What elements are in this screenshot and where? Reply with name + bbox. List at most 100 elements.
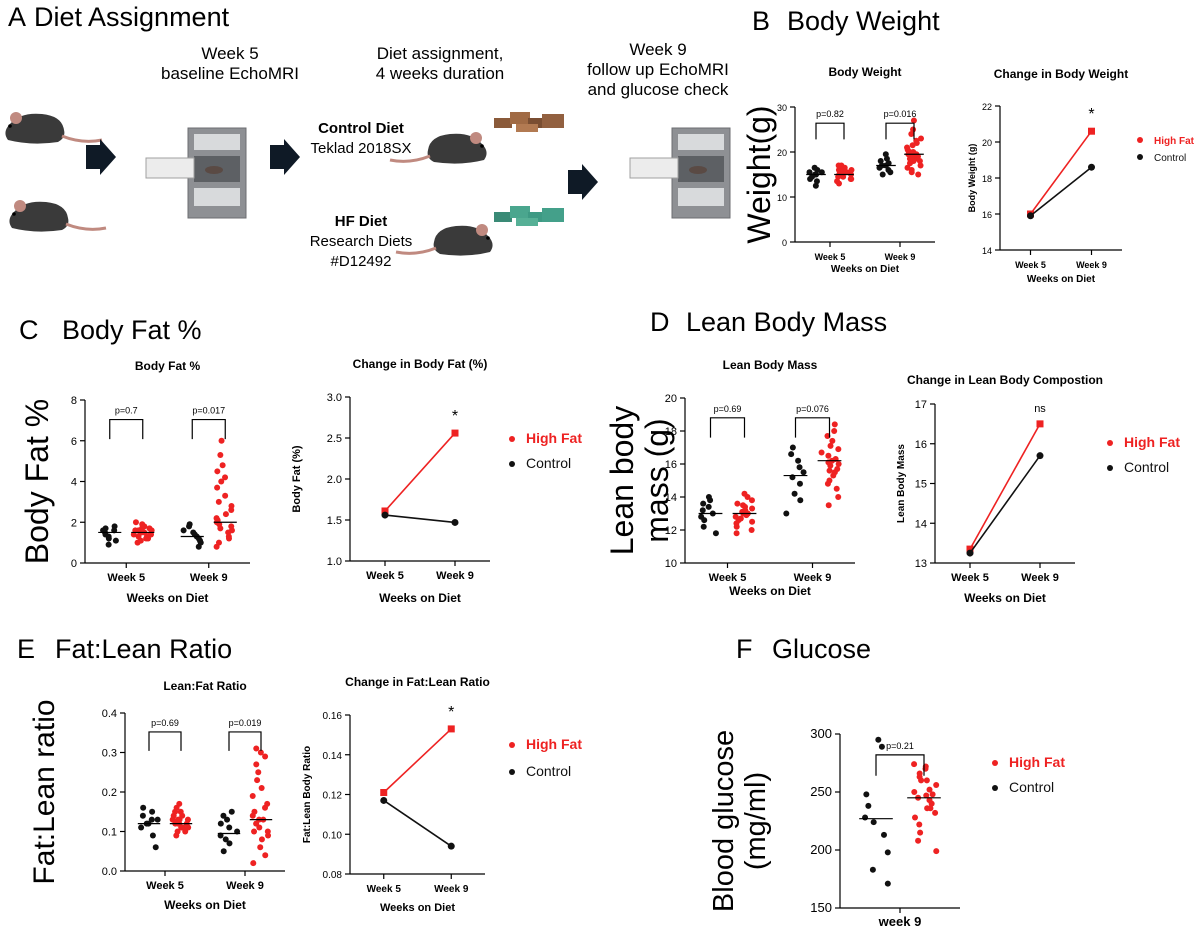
- x-tick-label: Week 5: [951, 572, 989, 584]
- y-tick-label: 22: [982, 102, 992, 112]
- high-fat-point: [222, 511, 229, 518]
- legend-high-fat-marker: [509, 742, 515, 748]
- chart-title: Change in Body Fat (%): [353, 357, 488, 371]
- y-tick-label: 0.1: [102, 827, 117, 839]
- high-fat-point: [255, 769, 262, 776]
- y-tick-label: 2: [71, 517, 77, 529]
- legend-control-label: Control: [1124, 459, 1169, 475]
- x-axis-label: Weeks on Diet: [964, 591, 1046, 605]
- step2-line2: 4 weeks duration: [375, 64, 505, 83]
- chart-title: Lean:Fat Ratio: [163, 679, 246, 693]
- panel-title-f: Glucose: [772, 634, 872, 664]
- x-tick-label: Week 9: [794, 572, 832, 584]
- x-tick-label: Week 9: [434, 884, 469, 895]
- y-tick-label: 10: [665, 558, 677, 570]
- control-point: [877, 158, 884, 164]
- control-point: [884, 880, 891, 887]
- panel-letter-b: B: [752, 6, 771, 36]
- significance-bracket: [875, 754, 925, 776]
- control-point: [220, 848, 227, 855]
- y-tick-label: 2.5: [327, 433, 342, 445]
- control-point: [380, 796, 388, 804]
- high-fat-point: [835, 461, 842, 467]
- step2-caption: Diet assignment, 4 weeks duration: [340, 44, 540, 84]
- y-tick-label: 200: [810, 842, 832, 857]
- high-fat-series-line: [384, 432, 456, 512]
- control-point: [885, 167, 892, 173]
- x-tick-label: Week 5: [1015, 260, 1046, 270]
- control-point: [447, 842, 455, 850]
- control-point: [700, 523, 707, 530]
- high-fat-point: [258, 785, 265, 792]
- control-series-line: [1030, 166, 1092, 217]
- y-tick-label: 0.0: [102, 866, 117, 878]
- legend-high-fat-marker: [1137, 137, 1143, 143]
- significance-bracket: [148, 731, 182, 751]
- control-diet-caption: Control Diet Teklad 2018SX: [296, 119, 426, 159]
- p-value-label: p=0.017: [192, 406, 225, 416]
- high-fat-series-line: [969, 423, 1041, 550]
- high-fat-point: [911, 761, 918, 768]
- control-point: [186, 521, 193, 528]
- x-axis-label: Weeks on Diet: [164, 898, 246, 912]
- high-fat-point: [258, 836, 265, 843]
- panel-title-e: Fat:Lean Ratio: [55, 634, 233, 664]
- y-tick-label: 2.0: [327, 474, 342, 486]
- chart-title: Change in Lean Body Compostion: [907, 373, 1103, 387]
- y-tick-label: 16: [982, 210, 992, 220]
- high-fat-point: [264, 800, 271, 807]
- control-point: [862, 814, 869, 821]
- x-axis-label: Weeks on Diet: [729, 584, 811, 598]
- chart-title: Change in Body Weight: [994, 67, 1128, 81]
- y-tick-label: 14: [665, 492, 677, 504]
- control-point: [705, 494, 712, 500]
- y-axis-label: Lean Body Mass: [896, 444, 907, 523]
- high-fat-point: [732, 513, 739, 520]
- p-value-label: p=0.016: [884, 109, 917, 119]
- high-fat-point: [911, 789, 918, 795]
- control-diet-label: Control Diet: [318, 120, 404, 137]
- step1-line2: baseline EchoMRI: [161, 64, 299, 83]
- step3-line1: Week 9: [629, 40, 687, 59]
- high-fat-point: [927, 805, 934, 812]
- legend-control-label: Control: [1009, 779, 1054, 795]
- significance-bracket: [815, 122, 845, 140]
- control-point: [813, 178, 820, 185]
- p-value-label: p=0.7: [115, 406, 138, 416]
- high-fat-point: [262, 753, 269, 760]
- y-axis-label: Lean bodymass (g): [604, 406, 675, 555]
- control-point: [224, 816, 231, 823]
- p-value-label: p=0.076: [796, 404, 829, 414]
- significance-bracket: [885, 122, 915, 140]
- control-point: [783, 510, 790, 517]
- high-fat-point: [926, 797, 933, 804]
- high-fat-point: [818, 449, 825, 456]
- p-value-label: p=0.82: [816, 109, 844, 119]
- y-tick-label: 250: [810, 784, 832, 799]
- control-point: [796, 464, 803, 471]
- high-fat-point: [831, 421, 838, 428]
- high-fat-point: [177, 808, 184, 815]
- y-tick-label: 0.14: [323, 751, 343, 762]
- high-fat-point: [733, 530, 740, 537]
- control-series-line: [383, 799, 452, 847]
- significance-annotation: *: [448, 704, 454, 721]
- control-point: [220, 812, 227, 819]
- high-fat-point: [829, 437, 836, 444]
- diet-assignment-schematic: [3, 110, 731, 258]
- high-fat-point: [917, 829, 924, 836]
- high-fat-point: [904, 164, 911, 171]
- x-tick-label: week 9: [878, 914, 922, 929]
- high-fat-point: [184, 816, 191, 823]
- high-fat-point: [848, 167, 855, 173]
- y-axis-label: Body Weight (g): [967, 144, 977, 213]
- step1-line1: Week 5: [201, 44, 259, 63]
- x-axis-label: Weeks on Diet: [1027, 274, 1096, 285]
- high-fat-point: [835, 162, 842, 169]
- control-point: [381, 511, 389, 519]
- high-fat-point: [826, 467, 833, 474]
- x-tick-label: Week 5: [107, 572, 145, 584]
- y-tick-label: 17: [915, 399, 927, 411]
- legend-high-fat-marker: [992, 760, 998, 766]
- legend-high-fat-label: High Fat: [526, 430, 582, 446]
